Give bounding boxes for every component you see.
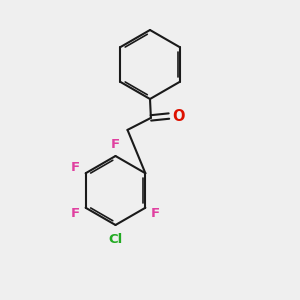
- Text: Cl: Cl: [108, 233, 123, 246]
- Text: F: F: [71, 207, 80, 220]
- Text: O: O: [172, 109, 184, 124]
- Text: F: F: [111, 138, 120, 151]
- Text: F: F: [151, 207, 160, 220]
- Text: F: F: [71, 161, 80, 174]
